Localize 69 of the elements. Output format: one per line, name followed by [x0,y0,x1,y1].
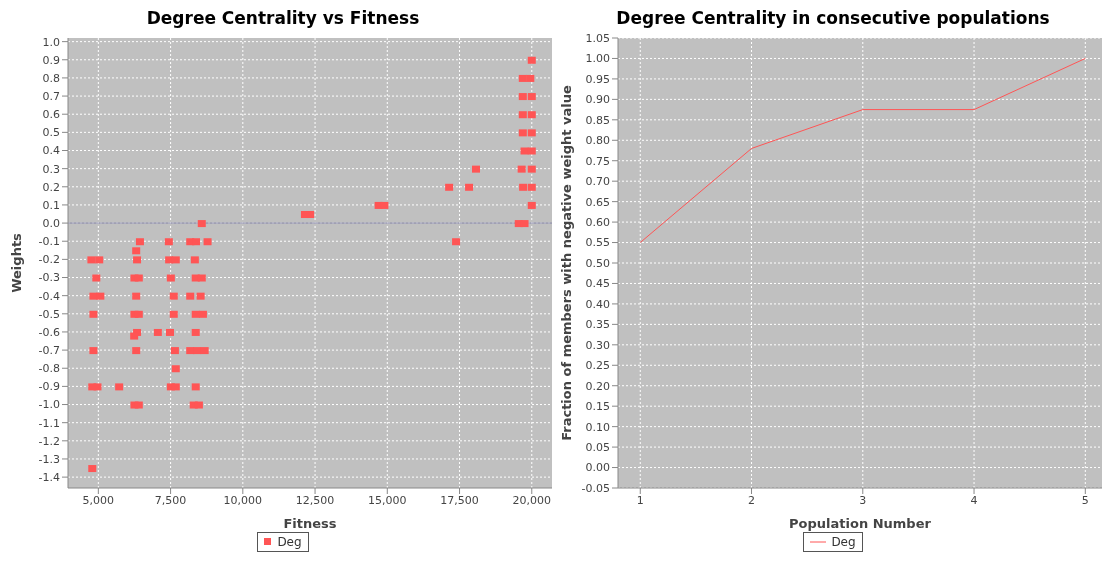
y-tick-label: 0.8 [42,71,60,85]
y-tick-label: 0.05 [585,441,610,454]
x-tick-label: 12,500 [295,493,335,507]
y-tick-label: -0.2 [38,253,60,267]
x-axis-title: Population Number [789,516,932,531]
x-tick-label: 10,000 [223,493,263,507]
y-tick-label: -1.1 [38,416,60,430]
y-tick-label: -0.1 [38,235,60,249]
y-tick-label: -1.0 [38,398,60,412]
y-tick-label: -0.8 [38,362,60,376]
y-tick-label: 0.60 [585,216,610,229]
y-tick-label: -0.4 [38,289,60,303]
y-tick-label: -0.6 [38,325,60,339]
y-tick-label: -0.05 [581,481,610,495]
y-tick-label: 0.95 [585,72,610,86]
y-tick-label: 0.10 [585,420,610,434]
line-series [639,57,1086,244]
y-tick-label: -1.2 [38,434,60,448]
y-tick-label: 0.00 [585,461,610,475]
y-tick-label: 0.55 [585,236,610,250]
y-tick-label: -0.5 [38,307,60,321]
chart-title: Degree Centrality vs Fitness [145,8,421,30]
y-tick-label: 0.5 [42,126,60,140]
y-axis-title: Fraction of members with negative weight value [558,85,574,441]
y-tick-label: 0.90 [585,93,610,107]
legend-label: Deg [276,535,302,549]
x-tick-label: 5,000 [82,493,115,507]
x-tick-label: 20,000 [512,493,552,507]
y-tick-label: 0.40 [585,297,610,311]
y-tick-label: -1.3 [38,452,60,466]
y-tick-label: -0.7 [38,344,60,357]
y-tick-label: -0.9 [38,380,60,394]
legend-label: Deg [830,535,856,549]
y-tick-label: 0.75 [585,154,610,168]
x-tick-label: 5 [1081,493,1089,507]
y-tick-label: 0.7 [42,89,60,103]
y-tick-label: 0.50 [585,256,610,270]
y-tick-label: 0.15 [585,400,610,414]
y-tick-label: 0.4 [42,144,60,158]
chart-title: Degree Centrality in consecutive populations [616,8,1050,28]
y-tick-label: 0.85 [585,113,610,127]
y-tick-label: 0.6 [42,108,60,122]
y-tick-label: -1.4 [38,471,60,485]
y-tick-label: 0.1 [42,198,60,212]
y-tick-label: 0.9 [42,53,60,67]
x-tick-label: 7,500 [154,493,187,507]
y-tick-label: 1.00 [585,52,610,66]
y-tick-label: 0.20 [585,379,610,393]
y-tick-label: 0.25 [585,359,610,373]
x-tick-label: 1 [636,493,644,507]
x-tick-label: 2 [748,493,756,507]
x-tick-label: 3 [859,493,867,507]
x-axis-title: Fitness [283,516,337,531]
y-tick-label: 0.2 [42,180,60,194]
y-tick-label: 0.0 [42,216,60,230]
y-tick-label: 0.35 [585,318,610,332]
x-tick-label: 4 [970,493,978,507]
y-axis-title: Weights [8,232,24,293]
y-tick-label: 0.3 [42,162,60,176]
x-tick-label: 17,500 [440,493,479,507]
y-tick-label: 0.80 [585,134,610,148]
y-tick-label: -0.3 [38,271,60,285]
y-tick-label: 0.70 [585,175,610,189]
y-tick-label: 0.65 [585,195,610,209]
y-tick-label: 0.45 [585,277,610,291]
x-tick-label: 15,000 [368,493,407,507]
y-tick-label: 1.05 [585,31,610,45]
y-tick-label: 1.0 [42,35,60,49]
y-tick-label: 0.30 [585,338,610,352]
